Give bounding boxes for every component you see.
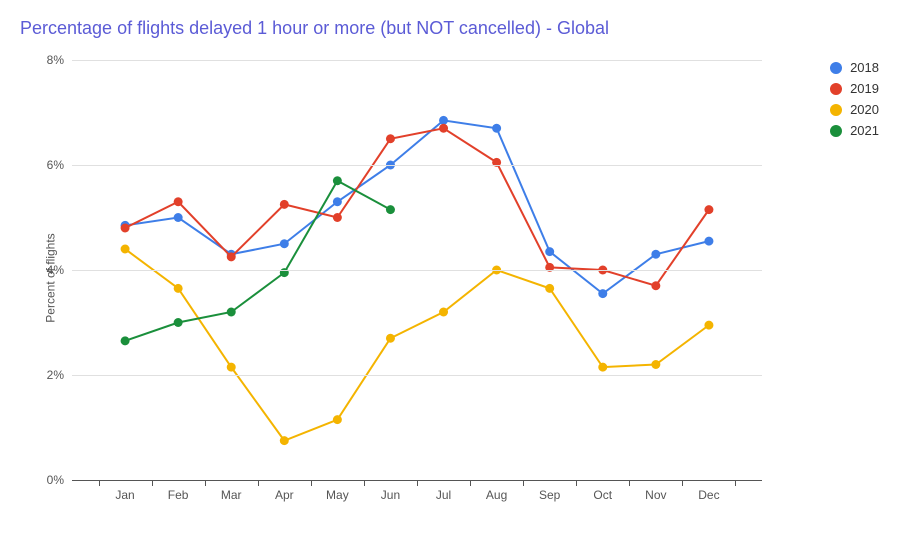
x-tick-label: Jul	[436, 488, 451, 502]
series-line	[125, 120, 709, 293]
series-marker	[280, 200, 289, 209]
series-marker	[227, 308, 236, 317]
y-tick-label: 8%	[47, 53, 64, 67]
x-tick-mark	[311, 480, 312, 486]
x-tick-label: Apr	[275, 488, 294, 502]
series-marker	[333, 176, 342, 185]
y-tick-label: 6%	[47, 158, 64, 172]
series-marker	[545, 284, 554, 293]
series-marker	[227, 252, 236, 261]
series-marker	[651, 281, 660, 290]
plot-area: 0%2%4%6%8%JanFebMarAprMayJunJulAugSepOct…	[72, 60, 762, 480]
x-tick-mark	[417, 480, 418, 486]
series-marker	[704, 321, 713, 330]
legend-item: 2018	[830, 60, 879, 75]
series-marker	[386, 334, 395, 343]
series-marker	[174, 318, 183, 327]
series-marker	[121, 336, 130, 345]
series-marker	[651, 360, 660, 369]
series-marker	[333, 213, 342, 222]
legend-swatch	[830, 104, 842, 116]
series-marker	[121, 224, 130, 233]
series-marker	[174, 197, 183, 206]
x-tick-label: Jan	[115, 488, 134, 502]
series-marker	[704, 237, 713, 246]
series-marker	[439, 308, 448, 317]
series-marker	[386, 205, 395, 214]
series-marker	[439, 116, 448, 125]
x-tick-mark	[682, 480, 683, 486]
x-tick-mark	[258, 480, 259, 486]
series-marker	[598, 363, 607, 372]
series-marker	[121, 245, 130, 254]
x-tick-mark	[205, 480, 206, 486]
grid-line	[72, 270, 762, 271]
x-tick-label: Nov	[645, 488, 666, 502]
series-marker	[704, 205, 713, 214]
legend-item: 2020	[830, 102, 879, 117]
series-marker	[280, 239, 289, 248]
series-marker	[439, 124, 448, 133]
x-tick-mark	[523, 480, 524, 486]
x-tick-label: Sep	[539, 488, 560, 502]
legend-swatch	[830, 125, 842, 137]
legend-label: 2020	[850, 102, 879, 117]
series-marker	[545, 247, 554, 256]
x-tick-label: Mar	[221, 488, 242, 502]
series-marker	[598, 289, 607, 298]
x-tick-mark	[576, 480, 577, 486]
series-marker	[333, 197, 342, 206]
series-marker	[280, 436, 289, 445]
x-tick-mark	[629, 480, 630, 486]
legend-item: 2019	[830, 81, 879, 96]
series-line	[125, 181, 390, 341]
series-marker	[651, 250, 660, 259]
chart-container: Percentage of flights delayed 1 hour or …	[0, 0, 899, 556]
legend-item: 2021	[830, 123, 879, 138]
series-marker	[333, 415, 342, 424]
x-tick-mark	[99, 480, 100, 486]
y-tick-label: 0%	[47, 473, 64, 487]
series-line	[125, 249, 709, 441]
x-tick-label: Dec	[698, 488, 719, 502]
series-marker	[492, 124, 501, 133]
legend-swatch	[830, 62, 842, 74]
legend-label: 2019	[850, 81, 879, 96]
x-tick-label: May	[326, 488, 349, 502]
series-marker	[174, 213, 183, 222]
grid-line	[72, 165, 762, 166]
x-tick-mark	[470, 480, 471, 486]
legend-swatch	[830, 83, 842, 95]
series-marker	[386, 134, 395, 143]
grid-line	[72, 375, 762, 376]
x-tick-mark	[152, 480, 153, 486]
x-tick-label: Oct	[593, 488, 612, 502]
legend-label: 2021	[850, 123, 879, 138]
x-tick-mark	[735, 480, 736, 486]
grid-line	[72, 60, 762, 61]
x-tick-label: Jun	[381, 488, 400, 502]
series-line	[125, 128, 709, 286]
x-tick-mark	[364, 480, 365, 486]
y-axis-label: Percent of flights	[44, 233, 58, 322]
y-tick-label: 4%	[47, 263, 64, 277]
series-marker	[227, 363, 236, 372]
chart-title: Percentage of flights delayed 1 hour or …	[20, 18, 609, 39]
legend-label: 2018	[850, 60, 879, 75]
legend: 2018 2019 2020 2021	[830, 60, 879, 144]
y-tick-label: 2%	[47, 368, 64, 382]
x-tick-label: Feb	[168, 488, 189, 502]
x-tick-label: Aug	[486, 488, 507, 502]
series-marker	[174, 284, 183, 293]
